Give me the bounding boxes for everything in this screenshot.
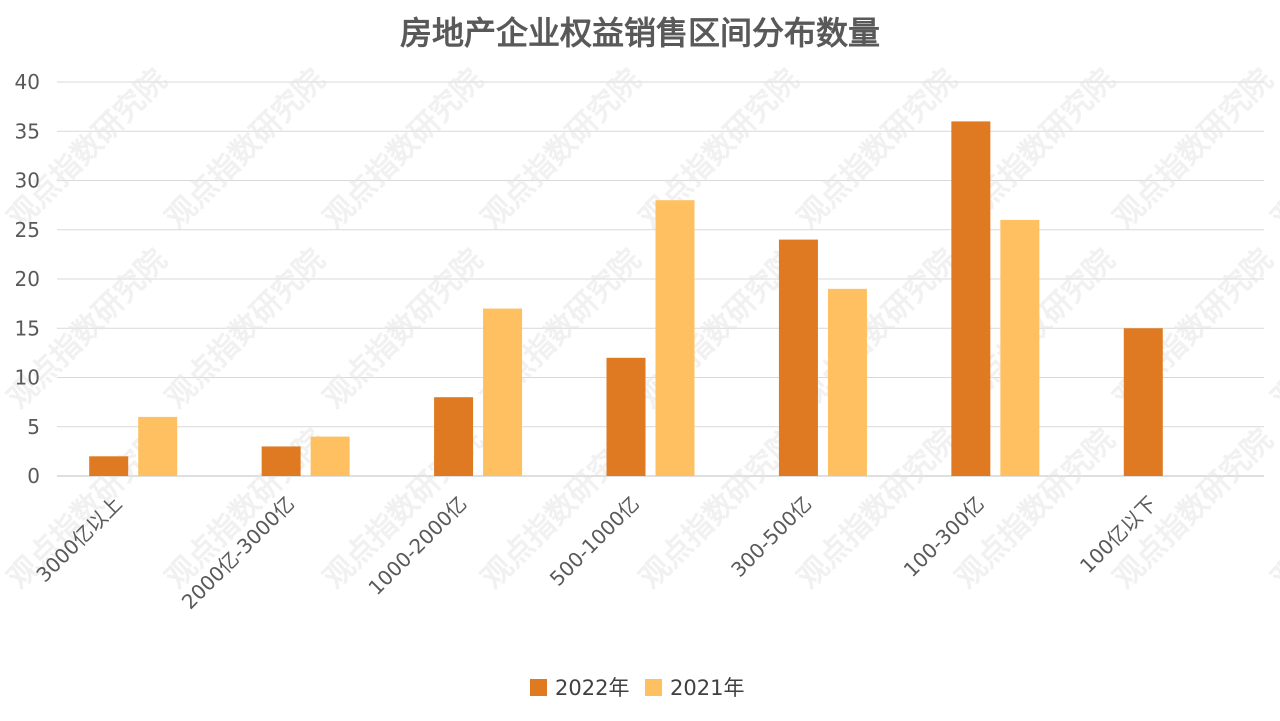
bar-series-1 [606,357,646,476]
watermark-text: 观点指数研究院 [317,62,490,235]
watermark-layer: 观点指数研究院观点指数研究院观点指数研究院观点指数研究院观点指数研究院观点指数研… [1,62,1280,595]
bars [89,121,1163,477]
watermark-text: 观点指数研究院 [1107,62,1280,235]
y-tick-label: 25 [15,218,40,242]
bar-series-1 [778,239,818,476]
y-tick-label: 15 [15,316,40,340]
bar-series-1 [434,397,474,476]
y-tick-label: 30 [15,169,40,193]
chart-title: 房地产企业权益销售区间分布数量 [399,14,880,52]
watermark-text: 观点指数研究院 [159,242,332,415]
y-axis-ticks: 0 5 10 15 20 25 30 35 40 [15,70,40,488]
y-tick-label: 0 [27,464,40,488]
bar-series-1 [89,456,129,476]
legend-label: 2022年 [555,676,629,700]
bar-series-2 [1000,219,1040,476]
bar-series-2 [655,200,695,476]
bar-series-1 [1123,328,1163,476]
y-tick-label: 40 [15,70,40,94]
y-tick-label: 20 [15,267,40,291]
watermark-text: 观点指数研究院 [475,62,648,235]
watermark-text: 观点指数研究院 [159,62,332,235]
bar-series-2 [310,436,350,476]
bar-series-2 [827,288,867,476]
legend: 2022年 2021年 [530,676,744,700]
legend-swatch [530,679,547,696]
watermark-text: 观点指数研究院 [317,242,490,415]
bar-series-2 [138,416,178,476]
bar-series-1 [261,446,301,476]
bar-series-1 [951,121,991,477]
legend-label: 2021年 [670,676,744,700]
y-tick-label: 35 [15,119,40,143]
bar-series-2 [483,308,523,476]
y-tick-label: 10 [15,366,40,390]
legend-swatch [645,679,662,696]
watermark-text: 观点指数研究院 [159,422,332,595]
y-tick-label: 5 [27,415,40,439]
watermark-text: 观点指数研究院 [791,62,964,235]
